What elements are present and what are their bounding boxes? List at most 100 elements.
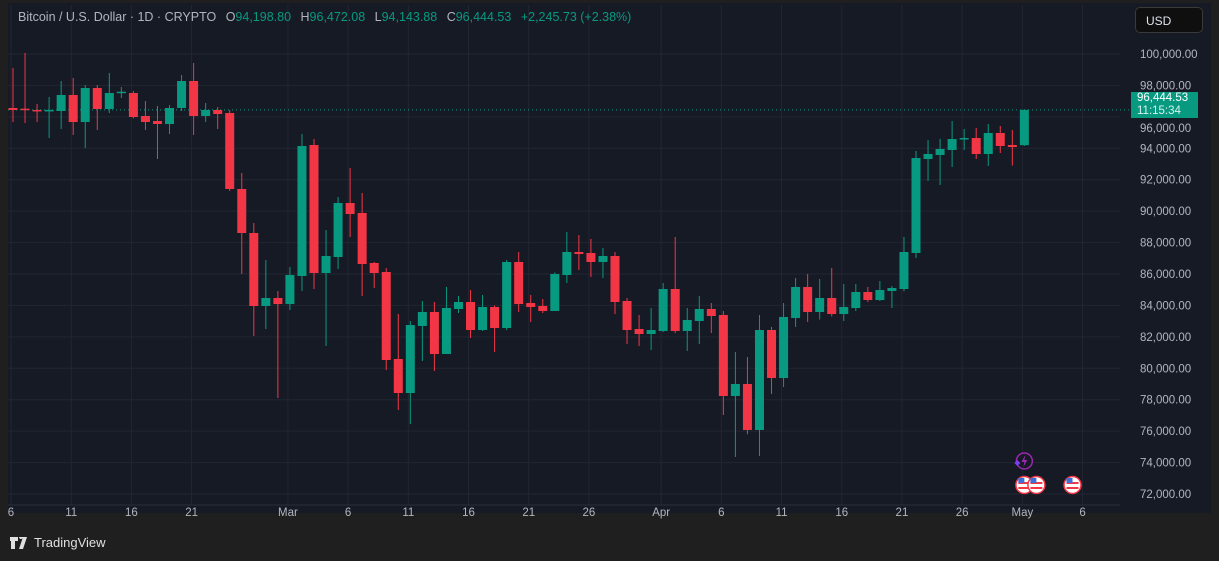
- chart-pane[interactable]: [8, 3, 1211, 513]
- candle-up: [321, 229, 331, 346]
- candle-body: [610, 256, 620, 302]
- candle-down: [670, 236, 680, 334]
- candle-down: [20, 52, 30, 124]
- y-tick-label: 92,000.00: [1140, 175, 1191, 187]
- candle-body: [237, 188, 247, 233]
- candle-down: [706, 302, 716, 334]
- candle-body: [466, 301, 476, 331]
- candle-body: [983, 132, 993, 155]
- candle-down: [490, 305, 500, 353]
- high-value: 96,472.08: [309, 10, 366, 24]
- candle-up: [297, 133, 307, 291]
- candle-up: [285, 267, 295, 310]
- candle-body: [562, 251, 572, 276]
- candle-body: [189, 80, 199, 116]
- y-tick-label: 88,000.00: [1140, 238, 1191, 250]
- candle-up: [791, 278, 801, 327]
- candle-body: [333, 203, 343, 257]
- candle-body: [20, 108, 30, 111]
- x-tick-label: Mar: [278, 507, 298, 519]
- candle-up: [417, 300, 427, 361]
- tradingview-logo[interactable]: TradingView: [10, 535, 106, 550]
- lightning-glyph: [1021, 455, 1028, 467]
- candle-body: [285, 275, 295, 304]
- candle-body: [369, 262, 379, 273]
- candle-body: [839, 306, 849, 315]
- candle-body: [453, 301, 463, 309]
- candle-up: [56, 80, 66, 130]
- open-value: 94,198.80: [235, 10, 292, 24]
- candle-up: [405, 320, 415, 425]
- candle-up: [658, 283, 668, 332]
- symbol-legend: Bitcoin / U.S. Dollar · 1D · CRYPTO O94,…: [18, 10, 631, 24]
- x-tick-label: 16: [125, 507, 138, 519]
- candle-down: [803, 273, 813, 323]
- candle-body: [875, 289, 885, 301]
- candle-up: [646, 308, 656, 350]
- candle-body: [165, 107, 175, 125]
- candle-body: [273, 297, 283, 304]
- candle-body: [803, 286, 813, 312]
- candle-body: [851, 292, 861, 309]
- candle-body: [538, 305, 548, 312]
- candle-body: [887, 287, 897, 291]
- bar-countdown: 11:15:34: [1137, 105, 1181, 117]
- candle-up: [839, 283, 849, 321]
- candle-body: [911, 157, 921, 254]
- candle-body: [622, 300, 632, 331]
- candle-down: [309, 138, 319, 290]
- candle-body: [44, 109, 54, 112]
- x-tick-label: 21: [522, 507, 535, 519]
- candle-down: [586, 239, 596, 277]
- candle-down: [249, 223, 259, 336]
- y-tick-label: 98,000.00: [1140, 80, 1191, 92]
- candle-body: [393, 358, 403, 393]
- candle-body: [140, 115, 150, 122]
- candle-body: [8, 107, 18, 111]
- candle-down: [32, 104, 42, 122]
- x-tick-label: Apr: [652, 507, 670, 519]
- candle-down: [538, 298, 548, 313]
- candle-up: [899, 236, 909, 292]
- x-tick-label: 11: [65, 507, 77, 519]
- candle-body: [670, 289, 680, 331]
- candle-body: [923, 154, 933, 160]
- flag-canton: [1030, 478, 1037, 483]
- flag-stripe: [1066, 487, 1079, 489]
- candle-body: [213, 110, 223, 114]
- y-tick-label: 86,000.00: [1140, 269, 1191, 281]
- candle-down: [526, 294, 536, 323]
- candle-down: [1007, 129, 1017, 166]
- candle-down: [225, 110, 235, 191]
- candle-down: [381, 267, 391, 370]
- low-value: 94,143.88: [381, 10, 438, 24]
- us-flag-event-icon[interactable]: [1063, 475, 1082, 495]
- candle-up: [694, 295, 704, 345]
- candle-up: [80, 85, 90, 149]
- candle-body: [730, 383, 740, 396]
- candle-body: [863, 292, 873, 301]
- currency-button[interactable]: USD: [1135, 7, 1203, 33]
- y-tick-label: 100,000.00: [1140, 49, 1198, 61]
- candle-body: [32, 109, 42, 112]
- us-flag-event-icon[interactable]: [1027, 475, 1046, 495]
- candle-up: [851, 283, 861, 312]
- candle-down: [68, 77, 78, 136]
- x-tick-label: 6: [8, 507, 14, 519]
- candle-body: [815, 297, 825, 312]
- candle-body: [526, 302, 536, 307]
- candle-body: [478, 306, 488, 331]
- candle-body: [417, 311, 427, 326]
- candle-body: [56, 94, 66, 111]
- candle-down: [345, 168, 355, 237]
- candle-up: [754, 314, 764, 456]
- candle-body: [249, 232, 259, 306]
- candle-down: [622, 297, 632, 345]
- x-tick-label: 21: [896, 507, 909, 519]
- y-tick-label: 72,000.00: [1140, 489, 1191, 501]
- candle-up: [815, 278, 825, 320]
- candle-up: [104, 72, 114, 114]
- candle-down: [634, 314, 644, 346]
- y-tick-label: 96,000.00: [1140, 123, 1191, 135]
